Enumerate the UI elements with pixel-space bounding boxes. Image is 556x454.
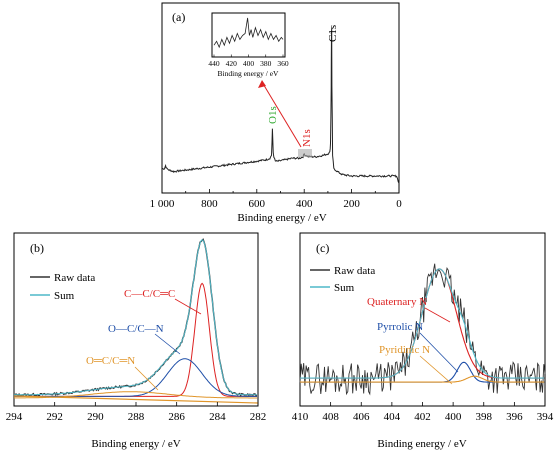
legend-sum-label: Sum: [54, 290, 75, 302]
x-tick-label: 284: [209, 411, 226, 423]
panel-a-survey-line: [161, 28, 400, 184]
panel-b-label: (b): [30, 241, 44, 255]
x-tick-label: 394: [537, 411, 554, 423]
panel-c-n1s-spectrum: (c) 410 408 406 404 402 400 398 396 394 Binding …: [292, 232, 554, 450]
x-tick-label: 292: [46, 411, 63, 423]
x-tick-label: 282: [250, 411, 267, 423]
annot-cc-label: C—C/C═C: [124, 288, 175, 300]
legend-sum-label: Sum: [334, 282, 355, 294]
panel-b-fit-lines: [13, 238, 259, 404]
n1s-inset: 440 420 400 380 360 Binding energy / eV: [208, 12, 289, 78]
annot-oc-arrow: [154, 333, 181, 355]
series-line-raw-data: [299, 263, 546, 396]
n1s-highlight-box: [298, 149, 312, 157]
x-tick-label: 410: [292, 411, 309, 423]
n1s-inset-arrow: [261, 81, 302, 148]
x-tick-label: 396: [506, 411, 523, 423]
series-line-2: [14, 239, 257, 396]
annot-pyridinic-arrow: [419, 355, 453, 385]
x-tick-label: 600: [249, 198, 266, 210]
x-tick-label: 290: [87, 411, 104, 423]
panel-a-survey-spectrum: (a) 1 000 800 600 400 200 0 Binding energy / …: [150, 2, 402, 224]
panel-a-frame: [161, 2, 400, 194]
series-line-1: [300, 268, 545, 379]
inset-tick-label: 400: [243, 59, 255, 68]
x-tick-label: 288: [128, 411, 145, 423]
n1s-inset-arrowhead: [258, 80, 266, 88]
panel-c-fit-lines: [299, 263, 546, 396]
annot-pyrrolic-label: Pyrrolic N: [377, 321, 423, 333]
series-line-1: [13, 238, 257, 397]
panel-b-c1s-spectrum: (b) 294 292 290 288 286 284 282 Binding energy…: [6, 232, 267, 450]
x-tick-label: 408: [322, 411, 339, 423]
background-line: [13, 395, 259, 404]
inset-x-axis-label: Binding energy / eV: [218, 69, 279, 78]
n1s-peak-label: N1s: [301, 129, 313, 147]
inset-tick-label: 420: [226, 59, 238, 68]
inset-tick-label: 360: [277, 59, 289, 68]
annot-pyrrolic-arrow: [419, 332, 459, 373]
panel-a-label: (a): [172, 10, 185, 24]
inset-tick-label: 440: [208, 59, 220, 68]
annot-oc-double-label: O═C/C═N: [86, 355, 135, 367]
panel-c-x-ticks: 410 408 406 404 402 400 398 396 394: [292, 402, 554, 423]
panel-b-frame: [13, 232, 259, 407]
panel-c-x-axis-label: Binding energy / eV: [377, 438, 466, 450]
x-tick-label: 406: [353, 411, 370, 423]
annot-quaternary-arrow: [424, 307, 451, 323]
panel-c-label: (c): [316, 241, 329, 255]
inset-frame: [211, 12, 286, 58]
x-tick-label: 398: [476, 411, 493, 423]
x-tick-label: 286: [168, 411, 185, 423]
annot-cc-arrow: [174, 298, 202, 315]
annot-pyridinic-label: Pyridinic N: [379, 344, 430, 356]
inset-tick-label: 380: [260, 59, 272, 68]
x-tick-label: 200: [343, 198, 360, 210]
o1s-peak-label: O1s: [267, 106, 279, 124]
panel-b-x-axis-label: Binding energy / eV: [91, 438, 180, 450]
x-tick-label: 800: [201, 198, 218, 210]
series-line-3: [14, 282, 257, 397]
x-tick-label: 402: [414, 411, 431, 423]
x-tick-label: 0: [396, 198, 402, 210]
series-line-4: [300, 375, 545, 383]
legend-raw-data-label: Raw data: [54, 272, 95, 284]
annot-oc-double-arrow: [134, 366, 159, 391]
annot-quaternary-label: Quaternary N: [367, 296, 427, 308]
panel-b-x-ticks: 294 292 290 288 286 284 282: [6, 402, 267, 423]
x-tick-label: 400: [445, 411, 462, 423]
x-tick-label: 400: [296, 198, 313, 210]
inset-n1s-line: [213, 17, 284, 49]
c1s-peak-label: C1s: [327, 25, 339, 42]
panel-a-x-axis-label: Binding energy / eV: [237, 212, 326, 224]
x-tick-label: 1 000: [150, 198, 175, 210]
inset-x-ticks: 440 420 400 380 360: [208, 54, 289, 68]
panel-a-x-ticks: 1 000 800 600 400 200 0: [150, 189, 402, 210]
annot-oc-label: O—C/C—N: [108, 323, 164, 335]
x-tick-label: 404: [384, 411, 401, 423]
legend-raw-data-label: Raw data: [334, 265, 375, 277]
series-line-4: [14, 358, 257, 397]
x-tick-label: 294: [6, 411, 23, 423]
